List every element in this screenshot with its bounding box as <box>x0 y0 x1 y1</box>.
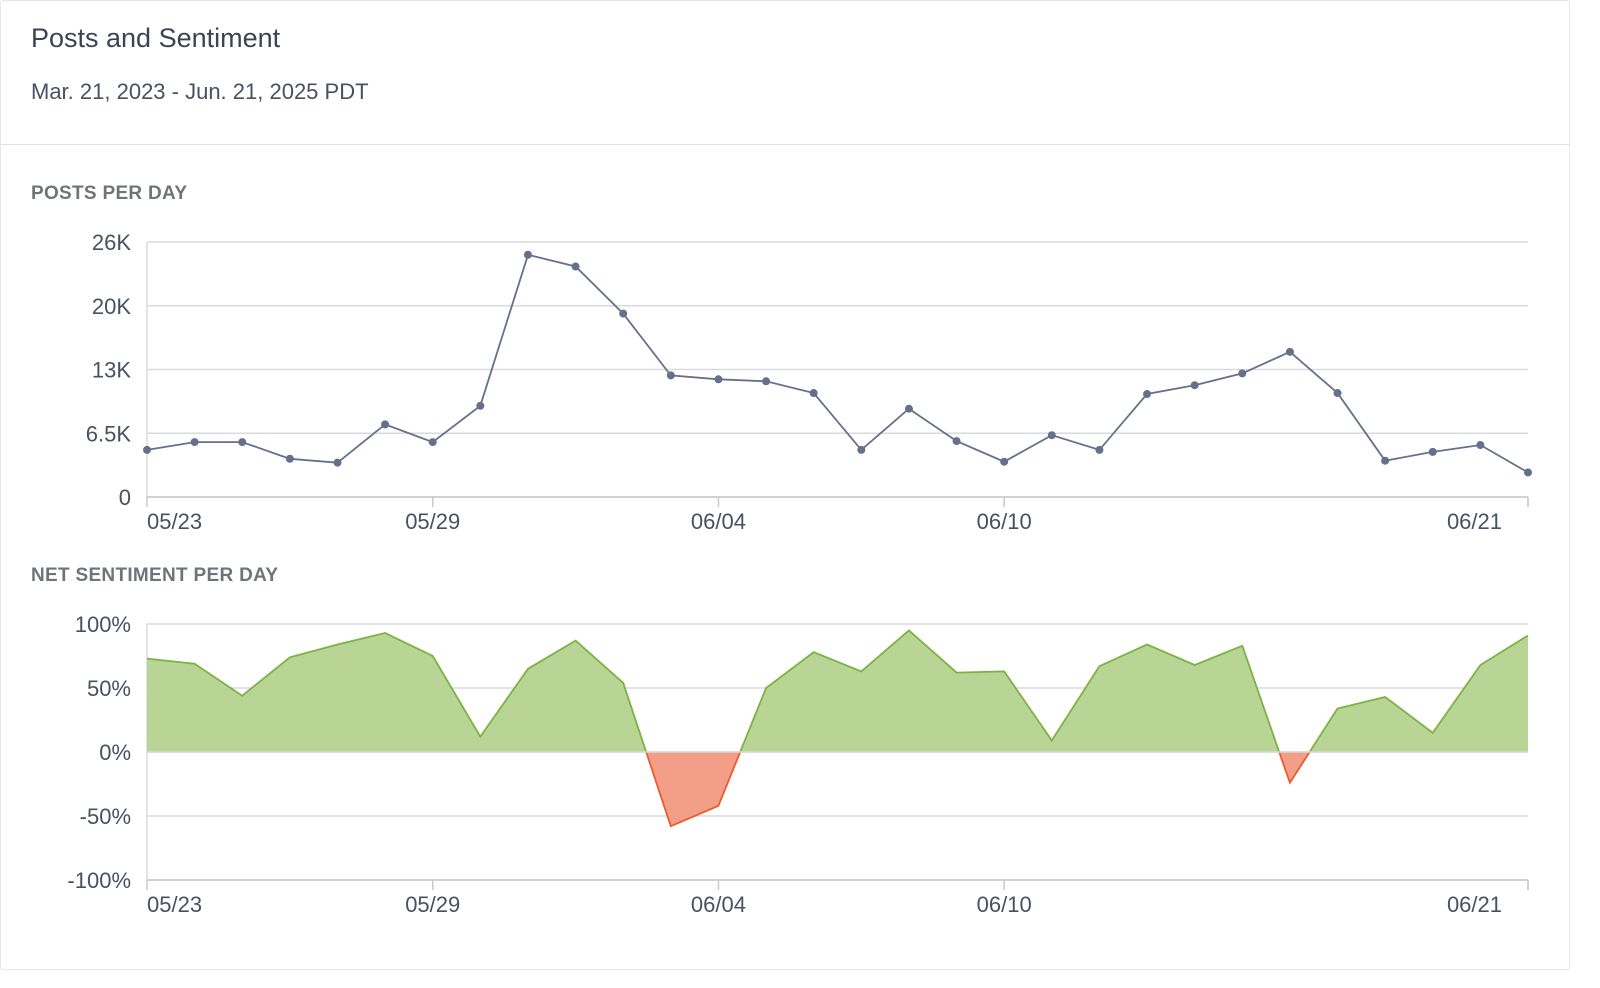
posts-data-point <box>619 309 628 318</box>
posts-data-point <box>476 401 485 410</box>
posts-data-point <box>238 438 247 447</box>
posts-x-tick-label: 05/29 <box>405 509 460 534</box>
posts-data-point <box>809 389 818 398</box>
posts-y-tick-label: 0 <box>119 485 131 510</box>
sentiment-x-tick-label: 06/04 <box>691 892 746 917</box>
sentiment-x-tick-label: 06/21 <box>1447 892 1502 917</box>
posts-data-point <box>1047 431 1056 440</box>
posts-data-point <box>333 458 342 467</box>
positive-sentiment-line <box>1308 634 1529 753</box>
posts-data-point <box>1000 457 1009 466</box>
posts-series-line <box>146 253 1529 474</box>
posts-y-tick-label: 6.5K <box>86 421 132 446</box>
posts-data-point <box>952 437 961 446</box>
positive-sentiment-area <box>147 633 647 752</box>
sentiment-chart-title: NET SENTIMENT PER DAY <box>31 565 279 586</box>
positive-sentiment-area <box>740 630 1280 752</box>
posts-data-point <box>857 445 866 454</box>
sentiment-x-tick-label: 06/10 <box>977 892 1032 917</box>
posts-data-point <box>1285 347 1294 356</box>
posts-data-point <box>714 375 723 384</box>
card-title: Posts and Sentiment <box>31 23 281 53</box>
posts-data-point <box>428 438 437 447</box>
sentiment-y-tick-label: 0% <box>99 740 131 765</box>
posts-y-tick-label: 20K <box>92 294 131 319</box>
posts-data-point <box>1381 456 1390 465</box>
positive-sentiment-line <box>146 632 648 753</box>
posts-y-tick-label: 26K <box>92 230 131 255</box>
posts-x-tick-label: 06/21 <box>1447 509 1502 534</box>
posts-data-point <box>523 250 532 259</box>
posts-data-point <box>285 454 294 463</box>
posts-data-point <box>1238 369 1247 378</box>
sentiment-y-tick-label: 50% <box>87 676 131 701</box>
negative-sentiment-area <box>1279 752 1310 783</box>
posts-y-tick-label: 13K <box>92 358 131 383</box>
positive-sentiment-line <box>739 629 1281 753</box>
posts-data-point <box>1143 390 1152 399</box>
posts-data-point <box>666 371 675 380</box>
posts-data-point <box>143 445 151 454</box>
posts-data-point <box>381 420 390 429</box>
posts-chart-title: POSTS PER DAY <box>31 183 188 204</box>
posts-data-point <box>1524 468 1532 477</box>
posts-sentiment-card: Posts and Sentiment Mar. 21, 2023 - Jun.… <box>0 0 1570 970</box>
card-header: Posts and Sentiment Mar. 21, 2023 - Jun.… <box>1 1 1569 145</box>
sentiment-y-tick-label: -50% <box>80 804 131 829</box>
negative-sentiment-area <box>646 752 741 827</box>
negative-sentiment-line <box>1278 751 1311 785</box>
sentiment-y-tick-label: 100% <box>75 612 131 637</box>
positive-sentiment-area <box>1309 635 1528 752</box>
posts-x-tick-label: 06/04 <box>691 509 746 534</box>
negative-sentiment-line <box>645 751 742 828</box>
posts-data-point <box>1190 381 1199 390</box>
posts-x-tick-label: 05/23 <box>147 509 202 534</box>
sentiment-x-tick-label: 05/23 <box>147 892 202 917</box>
posts-data-point <box>1333 389 1342 398</box>
sentiment-y-tick-label: -100% <box>67 868 131 893</box>
posts-data-point <box>1476 441 1485 450</box>
posts-data-point <box>762 377 771 386</box>
posts-data-point <box>1095 445 1104 454</box>
posts-x-tick-label: 06/10 <box>977 509 1032 534</box>
posts-data-point <box>571 262 580 271</box>
posts-data-point <box>904 404 913 413</box>
posts-data-point <box>190 438 199 447</box>
sentiment-x-tick-label: 05/29 <box>405 892 460 917</box>
posts-data-point <box>1428 447 1437 456</box>
date-range: Mar. 21, 2023 - Jun. 21, 2025 PDT <box>31 79 369 104</box>
